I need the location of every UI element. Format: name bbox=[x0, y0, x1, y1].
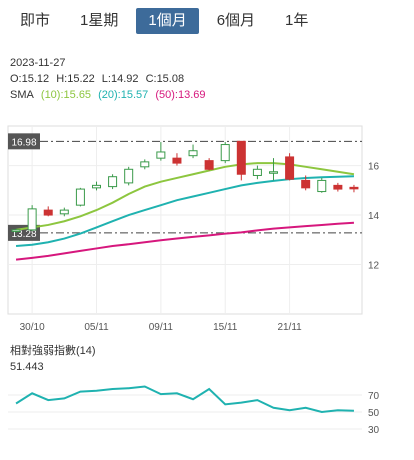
quote-info: 2023-11-27 O:15.12 H:15.22 L:14.92 C:15.… bbox=[10, 55, 210, 103]
x-tick-label: 05/11 bbox=[84, 322, 109, 333]
sma-line-1 bbox=[15, 175, 354, 247]
rsi-tick-label: 70 bbox=[368, 391, 380, 402]
rsi-line bbox=[15, 385, 354, 414]
close-value: C:15.08 bbox=[145, 73, 185, 85]
sma-line-0 bbox=[15, 162, 355, 231]
candle-body bbox=[269, 171, 278, 174]
y-tick-label: 16 bbox=[368, 162, 380, 173]
candle-body bbox=[156, 151, 166, 159]
tab-3[interactable]: 6個月 bbox=[216, 12, 256, 29]
y-tick-label: 14 bbox=[368, 211, 380, 222]
candle-body bbox=[204, 160, 214, 170]
x-tick-label: 21/11 bbox=[277, 322, 302, 333]
marker-label: 13.28 bbox=[11, 229, 36, 240]
candle-body bbox=[92, 184, 101, 189]
sma50-value: (50):13.69 bbox=[155, 89, 206, 101]
candle-body bbox=[252, 168, 262, 176]
candle-body bbox=[27, 208, 37, 231]
candle-body bbox=[59, 209, 69, 215]
rsi-title: 相對強弱指數 bbox=[10, 345, 76, 357]
tab-2[interactable]: 1個月 bbox=[136, 8, 199, 34]
sma-line-2 bbox=[15, 221, 355, 261]
candle-body bbox=[11, 229, 21, 232]
y-tick-label: 12 bbox=[368, 261, 380, 272]
sma20-value: (20):15.57 bbox=[98, 89, 149, 101]
candle-body bbox=[333, 184, 343, 190]
tab-0[interactable]: 即市 bbox=[20, 12, 51, 29]
plot-frame bbox=[7, 125, 363, 315]
candle-body bbox=[220, 144, 230, 162]
open-value: O:15.12 bbox=[10, 73, 50, 85]
rsi-period: (14) bbox=[76, 345, 96, 357]
tab-1[interactable]: 1星期 bbox=[80, 12, 119, 29]
candle-body bbox=[140, 161, 150, 168]
rsi-chart[interactable]: 30 50 70 bbox=[0, 376, 414, 452]
price-chart[interactable]: 12 14 16 30/10 05/11 09/11 15/11 21/11 16.98 13.2… bbox=[0, 118, 414, 342]
rsi-tick-label: 30 bbox=[368, 425, 380, 436]
rsi-value: 51.443 bbox=[10, 361, 44, 373]
candle-body bbox=[75, 188, 85, 206]
candle-body bbox=[301, 179, 311, 189]
x-tick-label: 09/11 bbox=[149, 322, 174, 333]
marker-badge bbox=[8, 133, 40, 150]
rsi-label: 相對強弱指數(14) 51.443 bbox=[10, 343, 96, 375]
candle-body bbox=[172, 157, 182, 164]
candle-body bbox=[236, 140, 246, 175]
candle-body bbox=[43, 209, 53, 216]
tab-4[interactable]: 1年 bbox=[285, 12, 309, 29]
quote-date: 2023-11-27 bbox=[10, 57, 66, 69]
candle-body bbox=[108, 176, 118, 188]
sma10-value: (10):15.65 bbox=[40, 89, 92, 101]
candle-body bbox=[349, 186, 359, 190]
x-tick-label: 15/11 bbox=[213, 322, 238, 333]
rsi-tick-label: 50 bbox=[368, 408, 380, 419]
candle-body bbox=[285, 156, 295, 180]
low-value: L:14.92 bbox=[101, 73, 139, 85]
high-value: H:15.22 bbox=[56, 73, 95, 85]
candle-body bbox=[124, 168, 134, 184]
marker-label: 16.98 bbox=[11, 137, 36, 148]
candle-body bbox=[317, 179, 327, 193]
range-tabs: 即市 1星期 1個月 6個月 1年 bbox=[8, 8, 320, 36]
x-tick-label: 30/10 bbox=[20, 322, 45, 333]
candle-body bbox=[188, 150, 198, 157]
sma-label: SMA bbox=[10, 89, 34, 101]
